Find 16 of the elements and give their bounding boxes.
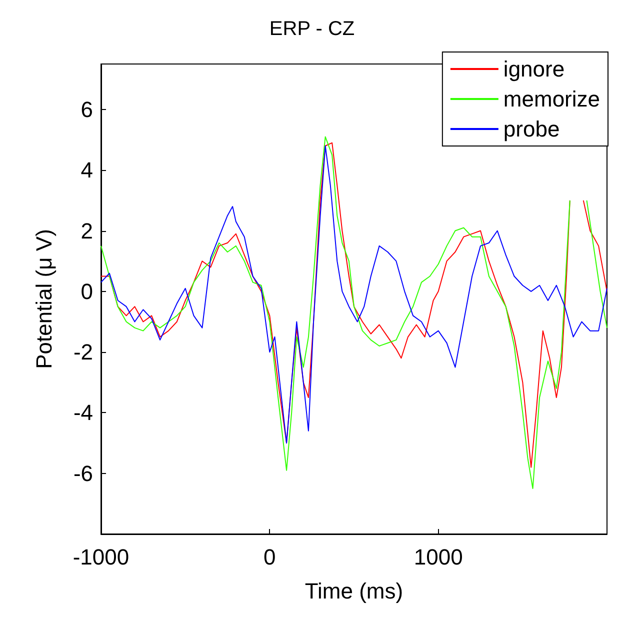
legend-label: probe — [503, 116, 560, 142]
y-tick-label: -4 — [73, 400, 93, 426]
y-tick-label: 0 — [80, 278, 93, 304]
chart-title: ERP - CZ — [269, 18, 355, 40]
x-tick-label: -1000 — [72, 544, 130, 570]
x-tick-label: 0 — [264, 544, 276, 570]
legend-label: ignore — [503, 56, 565, 82]
y-tick-label: -2 — [73, 340, 93, 365]
legend-label: memorize — [503, 86, 600, 112]
y-axis-title: Potential (μ V) — [32, 229, 56, 369]
x-axis-title: Time (ms) — [304, 578, 404, 604]
y-tick-label: 4 — [80, 158, 93, 183]
y-tick-label: -6 — [73, 460, 93, 486]
y-tick-label: 6 — [80, 96, 93, 122]
x-tick-label: 1000 — [414, 544, 463, 570]
y-tick-label: 2 — [80, 218, 93, 244]
